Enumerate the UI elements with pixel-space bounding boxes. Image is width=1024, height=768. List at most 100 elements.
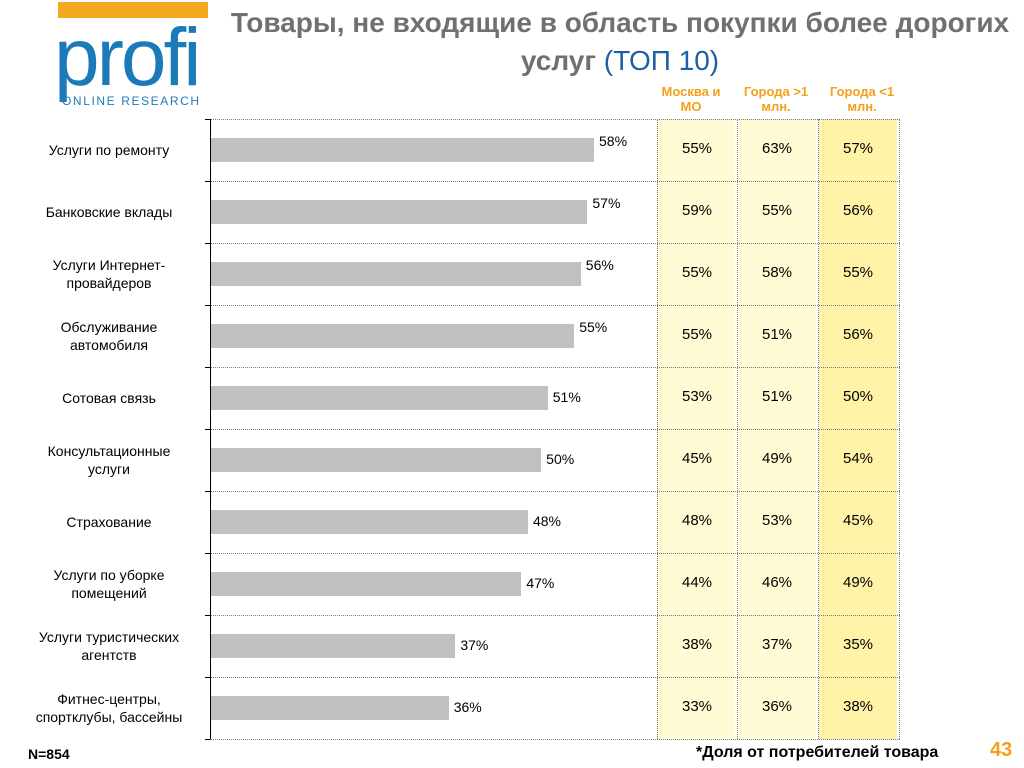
axis-tick: [205, 119, 210, 120]
table-cell: 33%: [681, 698, 713, 715]
row-divider: [210, 181, 900, 182]
category-label-line: Страхование: [66, 514, 152, 530]
sample-size: N=854: [28, 746, 70, 762]
category-label-line: Услуги туристических: [38, 629, 180, 645]
category-label-line: Сотовая связь: [62, 390, 156, 406]
footnote: *Доля от потребителей товара: [696, 744, 939, 761]
page-title: Товары, не входящие в область покупки бо…: [230, 4, 1010, 80]
bar-value-label: 55%: [579, 319, 608, 335]
axis-tick: [205, 305, 210, 306]
category-label: Фитнес-центры, спортклубы, бассейны: [20, 690, 198, 726]
category-label-line: Услуги Интернет-: [52, 257, 166, 273]
category-label-line: Услуги по ремонту: [48, 142, 170, 158]
axis-tick: [205, 553, 210, 554]
row-divider: [210, 553, 900, 554]
bar: [211, 138, 594, 162]
bar-value-label: 57%: [592, 195, 621, 211]
table-cell: 58%: [761, 264, 793, 281]
axis-tick: [205, 739, 210, 740]
logo-bar: [58, 2, 208, 18]
category-label-line: Обслуживание: [60, 319, 158, 335]
table-cell: 51%: [761, 388, 793, 405]
bar: [211, 200, 588, 224]
table-cell: 53%: [761, 512, 793, 529]
category-label: Страхование: [20, 513, 198, 531]
bar-value-label: 47%: [526, 575, 555, 591]
row-divider: [210, 305, 900, 306]
category-label: Сотовая связь: [20, 389, 198, 407]
bar: [211, 510, 528, 534]
bar: [211, 448, 542, 472]
table-cell: 56%: [842, 326, 874, 343]
bar: [211, 262, 581, 286]
axis-tick: [205, 243, 210, 244]
table-cell: 56%: [842, 202, 874, 219]
bar: [211, 634, 456, 658]
category-label: Обслуживание автомобиля: [20, 318, 198, 354]
title-accent: (ТОП 10): [603, 45, 720, 76]
bar-value-label: 50%: [546, 451, 575, 467]
category-label: Консультационные услуги: [20, 442, 198, 478]
table-cell: 49%: [842, 574, 874, 591]
bar-value-label: 48%: [532, 513, 561, 529]
table-cell: 45%: [681, 450, 713, 467]
axis-tick: [205, 615, 210, 616]
category-axis: [210, 119, 211, 739]
page-number: 43: [990, 739, 1013, 761]
table-cell: 63%: [761, 140, 793, 157]
bar-value-label: 36%: [453, 699, 482, 715]
category-label: Услуги по ремонту: [20, 141, 198, 159]
axis-tick: [205, 429, 210, 430]
bar: [211, 696, 449, 720]
col-header-cities-large: Города >1 млн.: [743, 84, 809, 114]
row-divider: [210, 119, 900, 120]
bar-value-label: 58%: [599, 133, 628, 149]
table-cell: 55%: [681, 326, 713, 343]
category-label-line: Услуги по уборке: [53, 567, 165, 583]
bar: [211, 386, 548, 410]
table-cell: 38%: [681, 636, 713, 653]
category-label-line: Банковские вклады: [45, 204, 173, 220]
row-divider: [210, 615, 900, 616]
bar: [211, 324, 575, 348]
col-header-moscow: Москва и МО: [661, 84, 721, 114]
bar-value-label: 51%: [552, 389, 581, 405]
axis-tick: [205, 677, 210, 678]
category-label-line: спортклубы, бассейны: [35, 709, 183, 725]
row-divider: [210, 491, 900, 492]
table-cell: 55%: [761, 202, 793, 219]
category-label-line: услуги: [88, 461, 130, 477]
category-label-line: Фитнес-центры,: [57, 691, 161, 707]
logo-wordmark: profi: [54, 12, 202, 103]
category-label-line: автомобиля: [70, 337, 148, 353]
bar: [211, 572, 522, 596]
table-cell: 55%: [681, 140, 713, 157]
axis-tick: [205, 181, 210, 182]
axis-tick: [205, 491, 210, 492]
table-cell: 37%: [761, 636, 793, 653]
table-cell: 35%: [842, 636, 874, 653]
table-cell: 49%: [761, 450, 793, 467]
row-divider: [210, 677, 900, 678]
category-label: Банковские вклады: [20, 203, 198, 221]
table-cell: 51%: [761, 326, 793, 343]
table-cell: 45%: [842, 512, 874, 529]
logo-subtitle: ONLINE RESEARCH: [62, 94, 201, 108]
table-cell: 54%: [842, 450, 874, 467]
table-cell: 48%: [681, 512, 713, 529]
table-cell: 50%: [842, 388, 874, 405]
category-label-line: агентств: [81, 647, 137, 663]
table-cell: 44%: [681, 574, 713, 591]
category-label: Услуги туристических агентств: [20, 628, 198, 664]
table-cell: 55%: [842, 264, 874, 281]
axis-tick: [205, 367, 210, 368]
category-label: Услуги Интернет-провайдеров: [20, 256, 198, 292]
category-label-line: провайдеров: [66, 275, 152, 291]
table-cell: 46%: [761, 574, 793, 591]
table-cell: 55%: [681, 264, 713, 281]
table-cell: 53%: [681, 388, 713, 405]
table-cell: 36%: [761, 698, 793, 715]
category-label-line: помещений: [71, 585, 147, 601]
col-header-cities-small: Города <1 млн.: [829, 84, 895, 114]
row-divider: [210, 429, 900, 430]
